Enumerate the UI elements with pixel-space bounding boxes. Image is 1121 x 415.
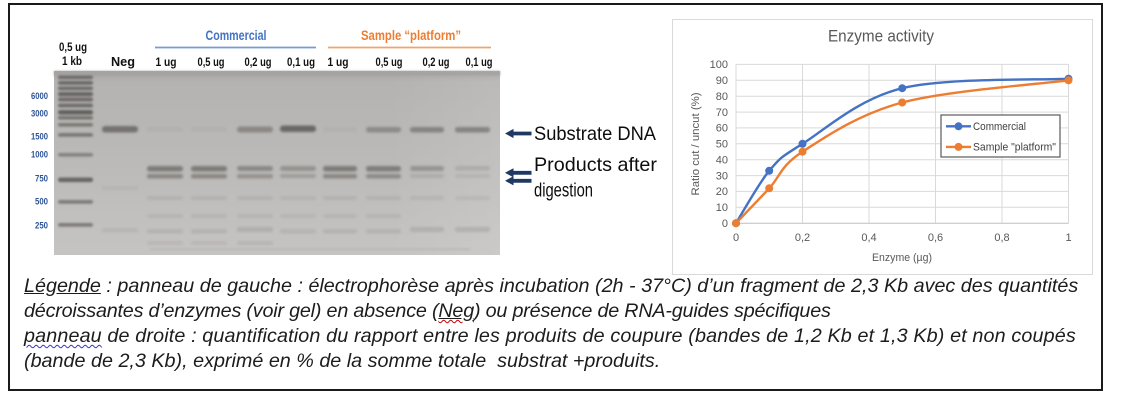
svg-text:20: 20	[716, 186, 728, 198]
svg-text:1 ug: 1 ug	[156, 57, 177, 69]
svg-text:Commercial: Commercial	[973, 121, 1026, 133]
svg-text:60: 60	[716, 123, 728, 135]
svg-text:1 ug: 1 ug	[328, 57, 349, 69]
svg-text:250: 250	[35, 221, 48, 232]
svg-text:6000: 6000	[31, 91, 48, 102]
svg-text:0,1 ug: 0,1 ug	[466, 57, 493, 69]
svg-text:90: 90	[716, 75, 728, 87]
svg-text:500: 500	[35, 197, 48, 208]
svg-text:10: 10	[716, 202, 728, 214]
svg-text:0: 0	[722, 218, 728, 230]
svg-text:3000: 3000	[31, 109, 48, 120]
svg-text:30: 30	[716, 170, 728, 182]
svg-text:Neg: Neg	[111, 55, 135, 69]
svg-text:Products after: Products after	[534, 154, 658, 176]
svg-text:Substrate DNA: Substrate DNA	[534, 123, 656, 145]
svg-text:1: 1	[1065, 232, 1071, 244]
svg-text:100: 100	[710, 59, 728, 71]
svg-text:1000: 1000	[31, 150, 48, 161]
svg-text:750: 750	[35, 174, 48, 185]
svg-text:0,5 ug: 0,5 ug	[59, 42, 87, 54]
svg-text:0,6: 0,6	[928, 232, 943, 244]
svg-text:0,5 ug: 0,5 ug	[376, 57, 403, 69]
svg-text:50: 50	[716, 139, 728, 151]
svg-text:70: 70	[716, 107, 728, 119]
svg-text:0: 0	[733, 232, 739, 244]
svg-text:1500: 1500	[31, 132, 48, 143]
svg-text:Enzyme activity: Enzyme activity	[828, 27, 934, 46]
svg-text:0,1 ug: 0,1 ug	[287, 57, 315, 69]
svg-text:0,5 ug: 0,5 ug	[198, 57, 225, 69]
svg-text:Ratio cut / uncut (%): Ratio cut / uncut (%)	[690, 92, 702, 195]
svg-text:0,8: 0,8	[994, 232, 1009, 244]
svg-text:1 kb: 1 kb	[62, 56, 82, 68]
svg-text:Enzyme (µg): Enzyme (µg)	[872, 252, 932, 264]
svg-text:0,2 ug: 0,2 ug	[423, 57, 450, 69]
svg-text:40: 40	[716, 155, 728, 167]
svg-text:Sample “platform”: Sample “platform”	[361, 28, 461, 43]
svg-text:Sample "platform": Sample "platform"	[973, 142, 1056, 154]
svg-text:digestion: digestion	[534, 180, 593, 202]
svg-text:0,4: 0,4	[861, 232, 876, 244]
svg-text:Commercial: Commercial	[206, 28, 267, 43]
svg-text:0,2: 0,2	[795, 232, 810, 244]
svg-text:80: 80	[716, 91, 728, 103]
svg-text:0,2 ug: 0,2 ug	[245, 57, 272, 69]
